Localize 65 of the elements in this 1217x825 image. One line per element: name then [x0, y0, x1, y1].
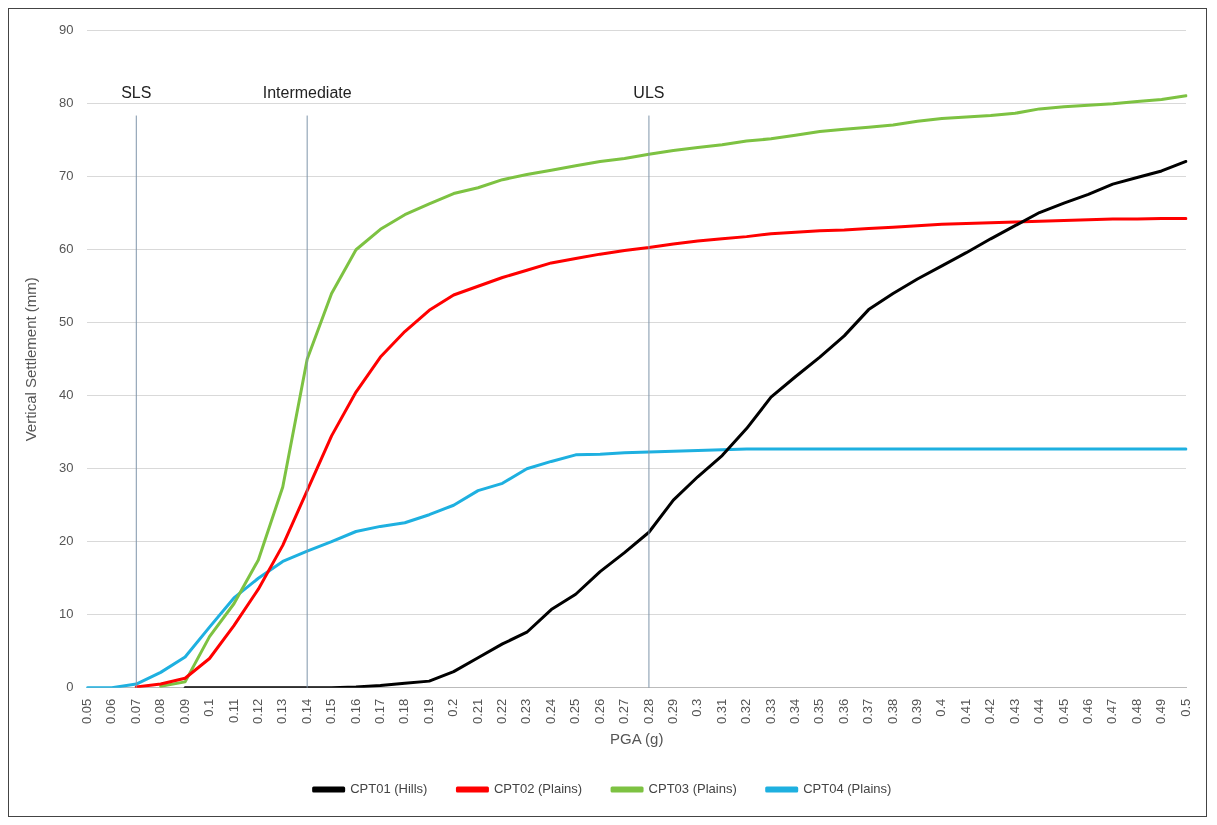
x-tick-label: 0.16 — [347, 698, 363, 725]
x-tick-label: 0.29 — [664, 698, 680, 725]
legend-label: CPT02 (Plains) — [493, 781, 583, 797]
x-tick-label: 0.47 — [1104, 698, 1120, 725]
x-tick-label: 0.23 — [518, 698, 534, 725]
x-axis-title: PGA (g) — [610, 730, 664, 748]
x-tick-label: 0.24 — [542, 698, 558, 725]
y-tick-label: 0 — [66, 679, 74, 695]
x-tick-label: 0.32 — [738, 698, 754, 725]
x-tick-label: 0.19 — [420, 698, 436, 725]
ref-line-label: SLS — [121, 83, 152, 101]
x-tick-label: 0.39 — [909, 698, 925, 725]
x-tick-label: 0.22 — [494, 698, 510, 725]
x-tick-label: 0.28 — [640, 698, 656, 725]
legend-label: CPT04 (Plains) — [803, 781, 892, 797]
x-tick-label: 0.25 — [567, 698, 583, 725]
y-axis-title: Vertical Settlement (mm) — [22, 277, 40, 442]
x-tick-label: 0.33 — [762, 698, 778, 725]
y-tick-label: 30 — [58, 460, 74, 476]
x-tick-label: 0.41 — [957, 698, 973, 725]
x-tick-label: 0.45 — [1055, 698, 1071, 725]
y-tick-label: 50 — [58, 314, 74, 330]
x-tick-label: 0.06 — [103, 698, 119, 725]
x-tick-label: 0.44 — [1031, 698, 1047, 725]
y-tick-label: 60 — [58, 241, 74, 257]
x-tick-label: 0.11 — [225, 698, 241, 724]
x-tick-label: 0.34 — [786, 698, 802, 725]
x-tick-label: 0.18 — [396, 698, 412, 725]
x-tick-label: 0.17 — [371, 698, 387, 725]
x-tick-label: 0.07 — [127, 698, 143, 725]
y-tick-label: 40 — [58, 387, 74, 403]
x-tick-label: 0.37 — [860, 698, 876, 725]
y-tick-label: 80 — [58, 95, 74, 111]
x-tick-label: 0.46 — [1079, 698, 1095, 725]
legend-label: CPT01 (Hills) — [350, 781, 428, 797]
ref-line-label: ULS — [633, 83, 665, 101]
x-tick-label: 0.3 — [689, 698, 705, 717]
x-tick-label: 0.38 — [884, 698, 900, 725]
x-tick-label: 0.43 — [1006, 698, 1022, 725]
y-tick-label: 70 — [58, 168, 74, 184]
x-tick-label: 0.5 — [1177, 698, 1193, 717]
x-tick-label: 0.09 — [176, 698, 192, 725]
x-tick-label: 0.26 — [591, 698, 607, 725]
y-tick-label: 90 — [58, 22, 74, 38]
x-tick-label: 0.35 — [811, 698, 827, 725]
x-tick-label: 0.27 — [616, 698, 632, 725]
ref-line-label: Intermediate — [262, 83, 352, 101]
x-tick-label: 0.36 — [835, 698, 851, 725]
x-tick-label: 0.12 — [249, 698, 265, 725]
x-tick-label: 0.2 — [445, 698, 461, 717]
y-tick-label: 10 — [58, 606, 74, 622]
legend-label: CPT03 (Plains) — [648, 781, 737, 797]
x-tick-label: 0.14 — [298, 698, 314, 725]
x-tick-label: 0.4 — [933, 698, 949, 717]
x-tick-label: 0.1 — [201, 698, 217, 717]
x-tick-label: 0.15 — [323, 698, 339, 725]
x-tick-label: 0.13 — [274, 698, 290, 725]
x-tick-label: 0.42 — [982, 698, 998, 725]
x-tick-label: 0.21 — [469, 698, 485, 725]
x-tick-label: 0.05 — [79, 698, 95, 725]
x-tick-label: 0.49 — [1153, 698, 1169, 725]
x-tick-label: 0.48 — [1128, 698, 1144, 725]
y-tick-label: 20 — [58, 533, 74, 549]
x-tick-label: 0.31 — [713, 698, 729, 725]
x-tick-label: 0.08 — [152, 698, 168, 725]
